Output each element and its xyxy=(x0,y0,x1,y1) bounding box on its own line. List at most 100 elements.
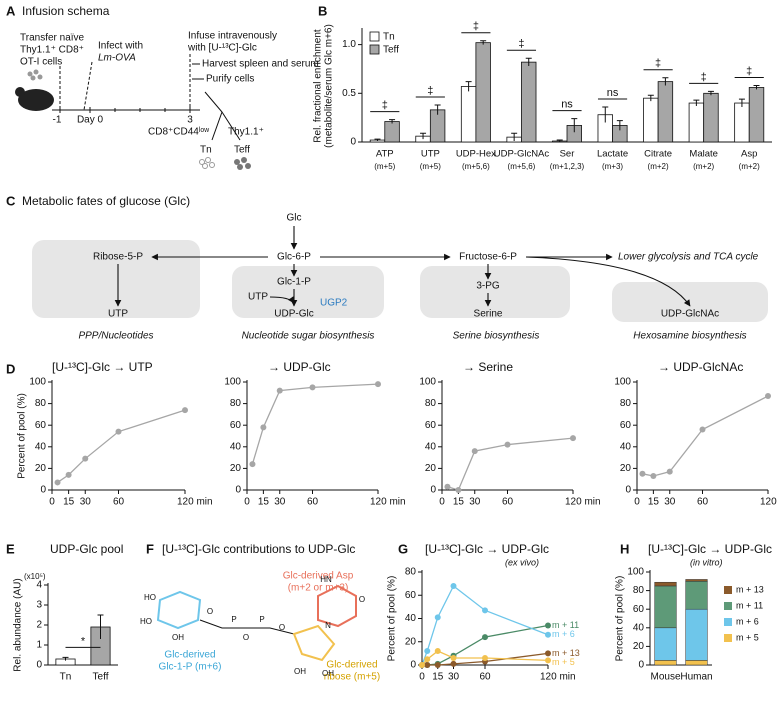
legend-label: m + 13 xyxy=(736,584,764,594)
panel-letter: E xyxy=(6,541,15,556)
point xyxy=(54,479,61,486)
x-tick-note: (m+2) xyxy=(693,162,714,171)
error-bar xyxy=(556,139,563,142)
error-bar xyxy=(602,106,609,123)
legend-label: m + 6 xyxy=(736,616,759,626)
annotation: Glc-derived xyxy=(164,650,215,661)
legend-swatch xyxy=(724,634,732,642)
atom-label: OH xyxy=(322,669,334,678)
y-tick-label: 20 xyxy=(35,463,47,474)
x-tick-label: 0 xyxy=(439,497,445,508)
panel-letter: A xyxy=(6,3,16,18)
x-tick-label: 0 xyxy=(49,497,55,508)
x-tick-note: (m+5,6) xyxy=(462,162,490,171)
y-tick-label: 100 xyxy=(224,377,241,388)
atom-label: HO xyxy=(140,617,152,626)
node: UTP xyxy=(248,292,268,303)
node: Glc-6-P xyxy=(277,252,311,263)
sort-arrows xyxy=(204,91,241,141)
caption: PPP/Nucleotides xyxy=(78,331,153,342)
sig-label: ‡ xyxy=(701,71,707,83)
point xyxy=(115,428,122,435)
panel-c: C Metabolic fates of glucose (Glc) Glc G… xyxy=(6,193,768,342)
bar-segment xyxy=(685,581,708,610)
legend-label: Teff xyxy=(383,45,399,56)
point xyxy=(482,634,488,641)
panel-letter: C xyxy=(6,193,16,208)
bar xyxy=(688,102,705,143)
pathway-box xyxy=(420,266,570,318)
y-tick-label: 60 xyxy=(620,420,632,431)
sig-label: ‡ xyxy=(382,100,388,112)
chart-title: → UDP-Glc xyxy=(268,360,331,374)
annotation: Glc-1-P (m+6) xyxy=(159,662,222,673)
error-bar xyxy=(738,98,745,107)
chart-title: UDP-Glc pool xyxy=(50,542,123,556)
bar xyxy=(521,61,537,143)
y-tick-label: 20 xyxy=(230,463,242,474)
x-tick-label: 120 min xyxy=(177,497,213,508)
y-axis-label: Percent of pool (%) xyxy=(17,393,28,479)
bar xyxy=(643,97,659,143)
point xyxy=(450,655,457,662)
label: OT-I cells xyxy=(20,57,62,68)
error-bar xyxy=(693,99,700,106)
y-axis-label: Rel. fractional enrichment xyxy=(313,29,324,143)
y-tick-label: 1.0 xyxy=(342,39,356,50)
y-tick-label: 80 xyxy=(633,585,645,596)
atom-label: P xyxy=(259,615,264,624)
y-axis-label: Percent of pool (%) xyxy=(615,576,626,662)
point xyxy=(545,631,551,638)
panel-a: A Infusion schema Transfer naïve Thy1.1⁺… xyxy=(6,3,319,170)
series-label: m + 13 xyxy=(552,648,580,658)
x-tick-label: 30 xyxy=(448,672,460,683)
y-tick-label: 0 xyxy=(36,660,42,671)
error-bar xyxy=(420,132,427,140)
atom-label: OH xyxy=(294,667,306,676)
caption: Nucleotide sugar biosynthesis xyxy=(242,331,375,342)
legend-swatch xyxy=(724,586,732,594)
error-bar xyxy=(511,132,518,142)
node: Ribose-5-P xyxy=(93,252,143,263)
teff-cells xyxy=(234,157,251,170)
x-tick-label: Lactate xyxy=(597,149,628,160)
y-tick-label: 80 xyxy=(425,398,437,409)
bar xyxy=(703,92,719,143)
atom-label: HO xyxy=(144,593,156,602)
bar xyxy=(734,102,750,143)
point xyxy=(65,471,72,478)
point xyxy=(650,472,657,479)
series-label: m + 11 xyxy=(552,620,579,630)
panel-letter: G xyxy=(398,541,408,556)
y-tick-label: 80 xyxy=(35,398,47,409)
day-label: Day 0 xyxy=(77,115,104,126)
bar xyxy=(460,86,477,143)
y-axis-note: (x10⁵) xyxy=(24,572,46,581)
y-tick-label: 60 xyxy=(230,420,242,431)
sig-label: ns xyxy=(561,99,573,111)
day-label: -1 xyxy=(53,115,62,126)
panel-title: [U-¹³C]-Glc contributions to UDP-Glc xyxy=(162,542,355,556)
error-bar xyxy=(465,81,472,92)
bar xyxy=(384,121,400,143)
chart-title: → Serine xyxy=(463,360,513,374)
sig-label: ‡ xyxy=(473,21,479,33)
node: Lower glycolysis and TCA cycle xyxy=(618,252,759,263)
y-tick-label: 80 xyxy=(620,398,632,409)
bar-segment xyxy=(654,585,677,629)
x-tick-note: (m+2) xyxy=(739,162,760,171)
x-tick-label: UDP-Hex xyxy=(456,149,496,160)
atom-label: OH xyxy=(172,633,184,642)
legend-label: Tn xyxy=(383,32,395,43)
y-tick-label: 0 xyxy=(638,660,644,671)
x-tick-label: 15 xyxy=(453,497,465,508)
x-tick-label: 0 xyxy=(244,497,250,508)
glucose-ring xyxy=(156,590,202,630)
node: UDP-GlcNAc xyxy=(661,309,719,320)
point xyxy=(419,662,425,668)
point xyxy=(639,470,646,477)
bar xyxy=(475,42,491,143)
x-tick-label: 15 xyxy=(63,497,75,508)
error-bar xyxy=(525,57,532,67)
x-tick-label: 0 xyxy=(419,672,425,683)
